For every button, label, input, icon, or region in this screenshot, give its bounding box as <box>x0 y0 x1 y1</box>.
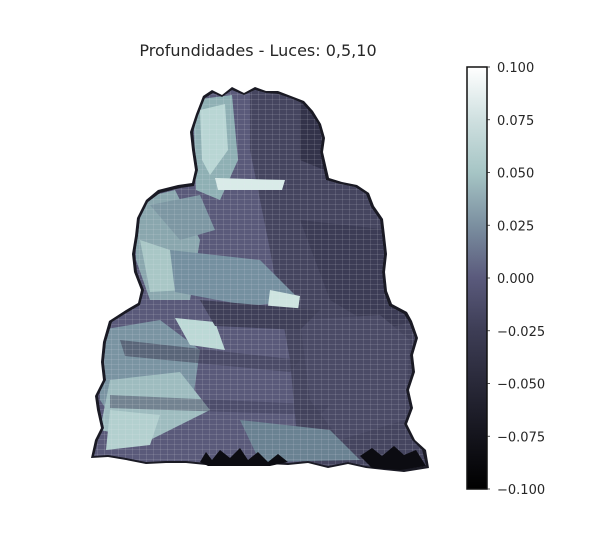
colorbar: −0.100 −0.075 −0.050 −0.025 0.000 0.025 0.050 0… <box>466 61 545 498</box>
colorbar-tick-label: −0.100 <box>497 483 545 498</box>
surface-bottom-fringe <box>200 448 288 466</box>
colorbar-tick-label: 0.075 <box>497 114 534 129</box>
colorbar-gradient <box>466 66 488 490</box>
surface-bottom-fringe-right <box>360 446 426 470</box>
colorbar-tick-label: 0.100 <box>497 61 534 76</box>
chart-title: Profundidades - Luces: 0,5,10 <box>139 41 377 60</box>
colorbar-tick-label: −0.075 <box>497 430 545 445</box>
colorbar-tick-label: 0.000 <box>497 272 534 287</box>
colorbar-tick-label: 0.025 <box>497 219 534 234</box>
colorbar-tick-label: −0.025 <box>497 325 545 340</box>
colorbar-tick-label: −0.050 <box>497 378 545 393</box>
surface-plot <box>91 87 429 472</box>
colorbar-tick-label: 0.050 <box>497 167 534 182</box>
